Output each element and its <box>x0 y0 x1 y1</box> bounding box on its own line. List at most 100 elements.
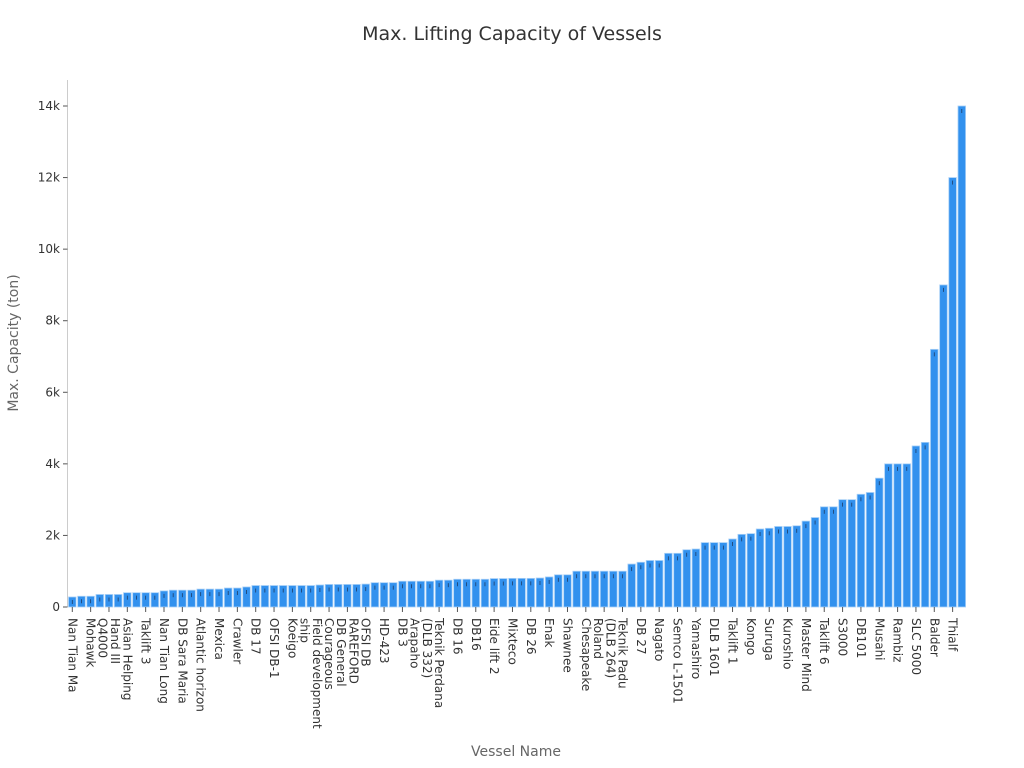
y-tick-label: 2k <box>45 528 60 542</box>
bar <box>517 577 526 608</box>
bar <box>297 585 306 608</box>
x-tick-label: Asian Helping <box>120 618 134 700</box>
x-tick-label-line: Master Mind <box>799 618 813 692</box>
bar <box>939 284 948 608</box>
x-tick-label: SLC 5000 <box>909 618 923 675</box>
bar <box>370 582 380 608</box>
x-tick-label: shipField development <box>297 618 324 729</box>
bar <box>920 441 930 608</box>
bar <box>838 499 847 608</box>
y-tick-label: 8k <box>45 314 60 328</box>
x-tick-label: Kongo <box>744 618 758 655</box>
bar <box>893 463 902 608</box>
bar <box>535 577 545 608</box>
bar <box>141 592 150 608</box>
bar <box>746 533 756 608</box>
y-axis-label: Max. Capacity (ton) <box>6 274 22 411</box>
bar <box>820 506 829 608</box>
x-tick-label-line: Taklift 6 <box>817 617 831 664</box>
y-tick-label: 0 <box>52 600 60 614</box>
x-tick-label-line: DB16 <box>469 618 483 651</box>
x-tick-label-line: Arapaho <box>408 618 422 668</box>
x-tick-label: OFSI DB-1 <box>267 618 281 679</box>
bar <box>123 592 132 608</box>
x-tick-label-line: Mexica <box>212 618 226 660</box>
bar <box>132 592 141 608</box>
bar <box>737 533 746 608</box>
x-tick-label-line: DB General <box>334 618 348 687</box>
bar <box>159 590 169 608</box>
x-tick-label: OFSI DB <box>359 618 373 667</box>
bar <box>957 105 966 608</box>
x-tick-label-line: DLB 1601 <box>707 618 721 677</box>
x-tick-label: Nan Tian Ma <box>65 618 79 693</box>
x-tick-label: Mixteco <box>505 618 519 665</box>
bar <box>911 445 921 608</box>
bar <box>884 463 893 608</box>
x-tick-label-line: Koeigo <box>285 618 299 658</box>
x-tick-label-line: Mixteco <box>505 618 519 665</box>
x-tick-label-line: RAREFORD <box>347 618 361 684</box>
x-tick-label-line: Teknik Perdana <box>432 617 446 708</box>
bar <box>352 584 361 608</box>
bar <box>214 588 224 608</box>
x-tick-label: Nan Tian Long <box>157 618 171 704</box>
x-tick-label-line: Taklift 3 <box>139 617 153 664</box>
x-tick-label-line: Nagato <box>652 618 666 661</box>
x-tick-label-line: Musahi <box>872 618 886 661</box>
x-tick-label-line: Eide lift 2 <box>487 618 501 675</box>
x-tick-label: DB GeneralRAREFORD <box>334 618 361 687</box>
y-tick-label: 6k <box>45 385 60 399</box>
bar <box>902 463 911 608</box>
bar <box>801 520 811 608</box>
bar <box>260 585 270 608</box>
x-tick-label: S3000 <box>836 618 850 656</box>
x-tick-label-line: DB 16 <box>450 618 464 655</box>
x-tick-label-line: Balder <box>927 618 941 657</box>
bar <box>691 548 701 608</box>
x-tick-label-line: Enak <box>542 618 556 648</box>
bar <box>187 589 196 608</box>
x-tick-label-line: Teknik Padu <box>616 617 630 689</box>
bar <box>389 582 398 608</box>
x-tick-label-line: DB 27 <box>634 618 648 655</box>
x-tick-label: Kuroshio <box>781 618 795 669</box>
x-tick-label-line: Q4000 <box>96 618 110 658</box>
x-tick-label: DB 26 <box>524 618 538 655</box>
bar <box>755 528 765 608</box>
bar <box>810 517 820 608</box>
x-tick-label: Q4000Hand III <box>96 618 123 664</box>
bar <box>334 584 343 608</box>
bar <box>847 499 856 608</box>
bar <box>233 587 242 608</box>
x-tick-label: Taklift 6 <box>817 617 831 664</box>
x-tick-label-line: Atlantic horizon <box>194 618 208 712</box>
bar <box>865 492 875 608</box>
x-tick-label-line: Mohawk <box>84 618 98 667</box>
x-tick-label: Yamashiro <box>689 617 703 679</box>
bar <box>425 580 435 608</box>
x-tick-label: Chesapeake <box>579 618 593 691</box>
x-tick-label: DB 17 <box>249 618 263 655</box>
bar <box>875 477 884 608</box>
bar <box>774 526 783 608</box>
x-tick-label: DB 3 <box>395 618 409 647</box>
bar <box>719 542 728 608</box>
x-tick-label-line: Suruga <box>762 618 776 661</box>
bar <box>196 588 205 608</box>
x-tick-label: Nagato <box>652 618 666 661</box>
bar <box>480 578 490 608</box>
x-tick-label: Koeigo <box>285 618 299 658</box>
y-tick-label: 12k <box>38 171 60 185</box>
x-axis-label: Vessel Name <box>471 744 561 760</box>
bar <box>223 587 233 608</box>
bar <box>554 574 563 608</box>
x-tick-label: Teknik Padu <box>616 617 630 689</box>
x-tick-label-line: Kongo <box>744 618 758 655</box>
x-tick-label-line: Courageous <box>322 618 336 690</box>
bar <box>178 589 187 608</box>
bar <box>792 525 801 608</box>
x-tick-label-line: ship <box>297 618 311 643</box>
x-tick-label: Shawnee <box>560 618 574 673</box>
